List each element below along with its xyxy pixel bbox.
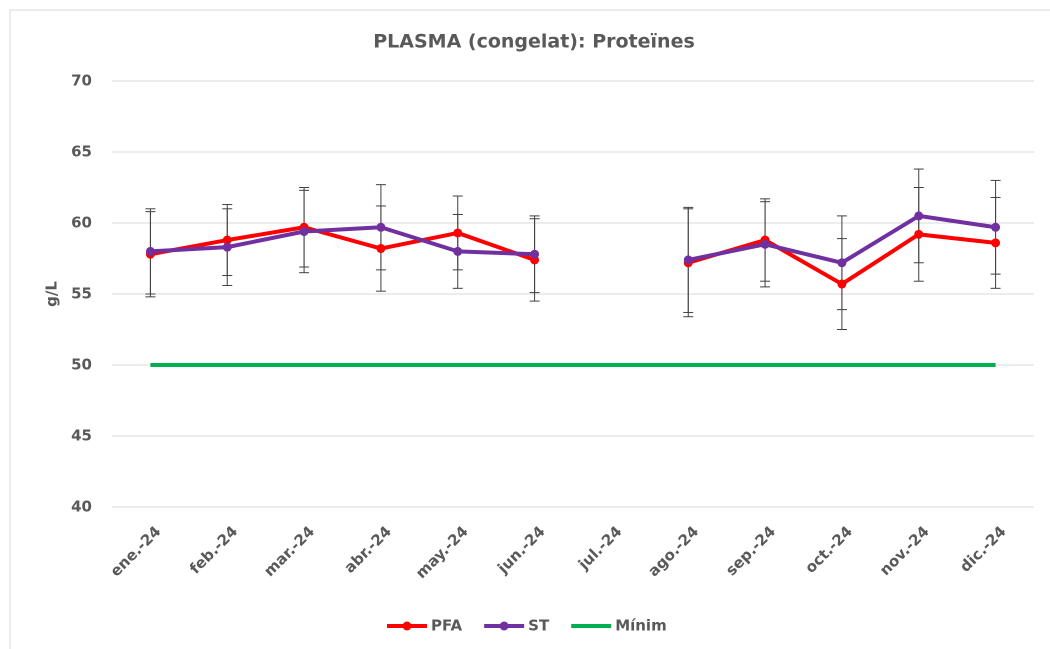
point bbox=[453, 246, 463, 256]
y-tick-label: 70 bbox=[71, 72, 92, 90]
point bbox=[991, 238, 1001, 248]
y-tick-label: 50 bbox=[71, 356, 92, 374]
y-axis-label: g/L bbox=[43, 281, 61, 307]
point bbox=[760, 239, 770, 249]
y-tick-label: 65 bbox=[71, 143, 92, 161]
point bbox=[222, 235, 232, 245]
chart-border bbox=[9, 9, 1050, 649]
y-tick-label: 55 bbox=[71, 285, 92, 303]
chart-title: PLASMA (congelat): Proteïnes bbox=[373, 31, 695, 53]
point bbox=[145, 246, 155, 256]
y-tick-label: 60 bbox=[71, 214, 92, 232]
legend-marker bbox=[499, 621, 509, 631]
point bbox=[914, 229, 924, 239]
point bbox=[453, 228, 463, 238]
point bbox=[376, 222, 386, 232]
point bbox=[837, 279, 847, 289]
legend-label: ST bbox=[528, 617, 550, 635]
point bbox=[299, 227, 309, 237]
y-tick-label: 40 bbox=[71, 498, 92, 516]
point bbox=[683, 255, 693, 265]
legend-marker bbox=[402, 621, 412, 631]
point bbox=[991, 222, 1001, 232]
legend-label: PFA bbox=[431, 617, 463, 635]
point bbox=[837, 258, 847, 268]
point bbox=[376, 244, 386, 254]
point bbox=[222, 242, 232, 252]
legend-label: Mínim bbox=[615, 617, 667, 635]
point bbox=[530, 249, 540, 259]
y-tick-label: 45 bbox=[71, 427, 92, 445]
point bbox=[914, 211, 924, 221]
